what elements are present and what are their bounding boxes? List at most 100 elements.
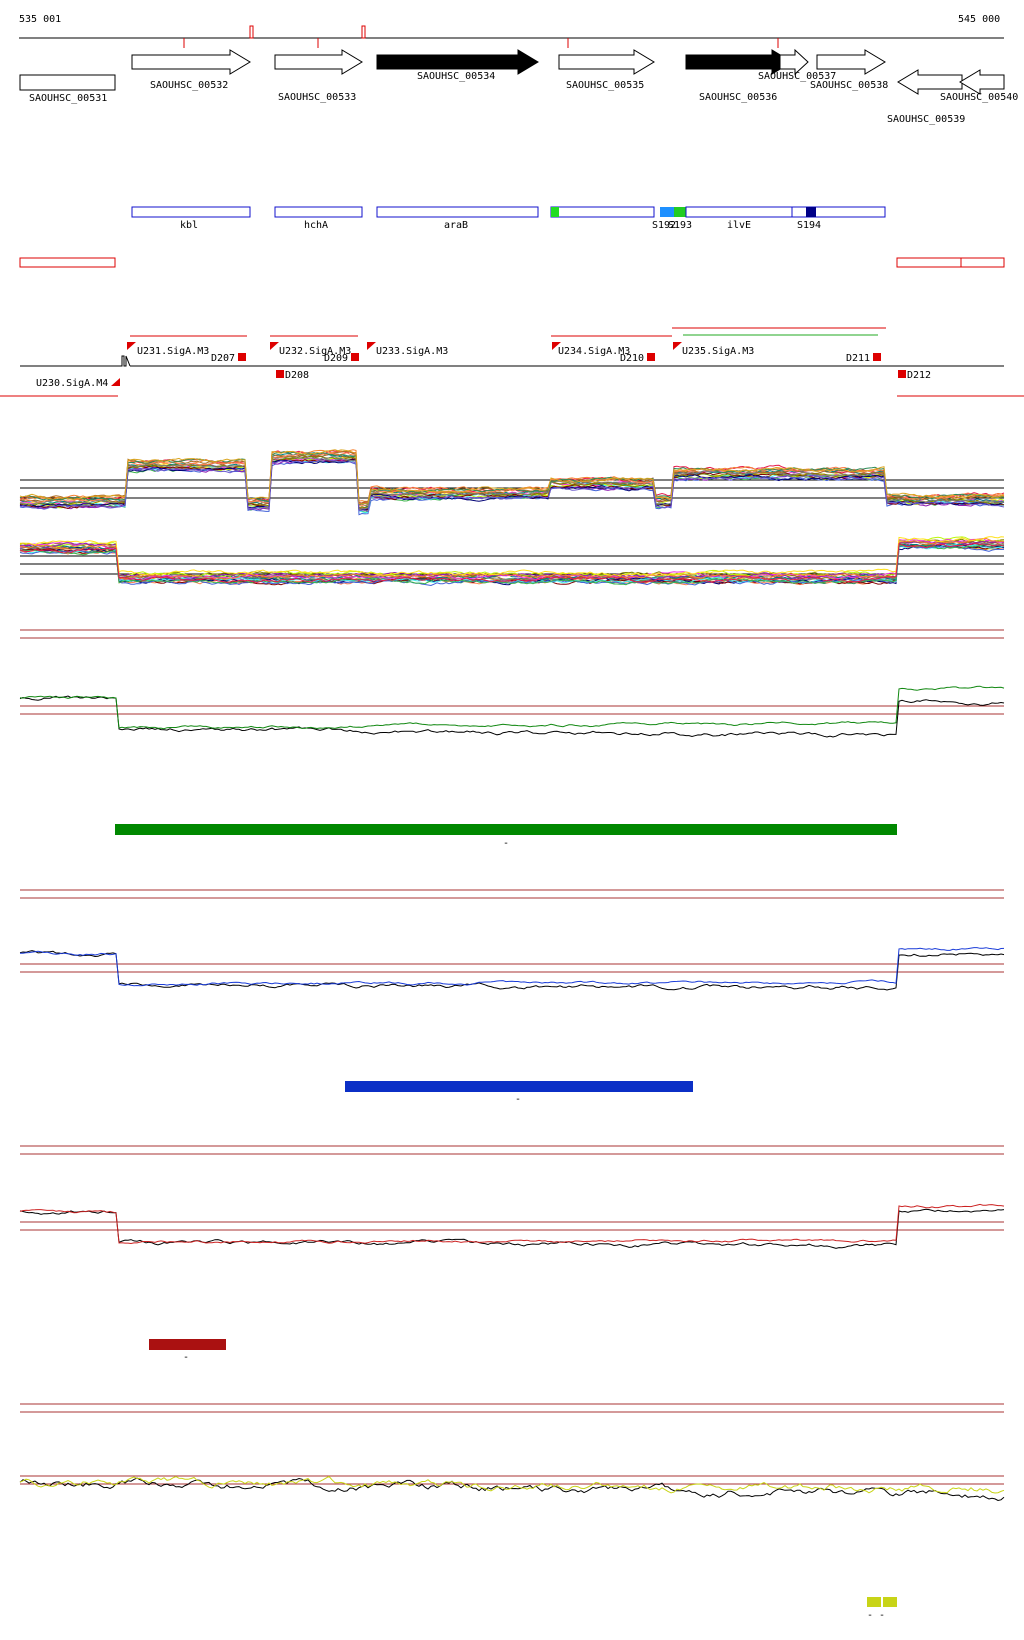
- profile-line: [19, 452, 1005, 507]
- condition-bar-yellow[interactable]: [867, 1597, 881, 1607]
- promoter-flag: [367, 342, 376, 350]
- profile-line: [19, 542, 1005, 584]
- downshift-label: D212: [907, 370, 931, 381]
- promoter-label: U233.SigA.M3: [376, 346, 448, 357]
- red-feature-box[interactable]: [960, 257, 1005, 268]
- gene-label: SAOUHSC_00539: [887, 114, 965, 125]
- condition-bar-green[interactable]: [115, 824, 897, 835]
- gene-arrow[interactable]: [131, 49, 251, 75]
- downshift-label: D211: [846, 353, 870, 364]
- coord-start: 535 001: [19, 14, 61, 25]
- profile-line: [19, 1203, 1005, 1245]
- condition-bar-yellow[interactable]: [883, 1597, 897, 1607]
- annotation-box[interactable]: [131, 206, 251, 218]
- profile-line: [19, 459, 1005, 513]
- profile-line: [19, 537, 1005, 580]
- profile-line: [19, 695, 1005, 738]
- promoter-track: U230.SigA.M4 U231.SigA.M3 U232.SigA.M3 U…: [0, 327, 1024, 397]
- condition-bar-blue[interactable]: [345, 1081, 693, 1092]
- gene-label: SAOUHSC_00536: [699, 92, 777, 103]
- profile-line: [19, 1477, 1005, 1502]
- coordinate-ruler: 535 001 545 000: [19, 14, 1004, 48]
- segment-marker: [674, 207, 688, 217]
- red-feature-box[interactable]: [896, 257, 962, 268]
- promoter-label: U235.SigA.M3: [682, 346, 754, 357]
- downshift-marker: [238, 353, 246, 361]
- profile-line: [19, 685, 1005, 730]
- profile-line: [19, 453, 1005, 510]
- gene-label: SAOUHSC_00537: [758, 71, 836, 82]
- downshift-label: D209: [324, 353, 348, 364]
- promoter-label: U230.SigA.M4: [36, 378, 108, 389]
- condition-bar-label: -: [515, 1094, 521, 1105]
- annotation-box[interactable]: [791, 206, 886, 218]
- annotation-track: kbl hchA araB S192 S193 ilvE S194: [131, 206, 886, 231]
- coord-end: 545 000: [958, 14, 1000, 25]
- downshift-marker: [898, 370, 906, 378]
- downshift-label: D207: [211, 353, 235, 364]
- gene-name-label: hchA: [304, 220, 328, 231]
- gene-label: SAOUHSC_00531: [29, 93, 107, 104]
- promoter-flag: [552, 342, 561, 350]
- gene-label: SAOUHSC_00535: [566, 80, 644, 91]
- annotation-box[interactable]: [685, 206, 793, 218]
- gene-label: SAOUHSC_00534: [417, 71, 495, 82]
- segment-marker: [660, 207, 674, 217]
- annotation-box[interactable]: [550, 206, 655, 218]
- segment-marker: [551, 207, 559, 217]
- gene-box[interactable]: [19, 74, 116, 91]
- expression-profiles: [19, 449, 1005, 1502]
- profile-line: [19, 947, 1005, 987]
- segment-label: S193: [668, 220, 692, 231]
- gene-arrow[interactable]: [779, 48, 809, 76]
- gene-arrow-reverse[interactable]: [897, 69, 963, 95]
- promoter-label: U231.SigA.M3: [137, 346, 209, 357]
- downshift-label: D208: [285, 370, 309, 381]
- red-feature-box[interactable]: [19, 257, 116, 268]
- gene-arrow[interactable]: [376, 49, 539, 75]
- gene-name-label: araB: [444, 220, 468, 231]
- profile-line: [19, 1208, 1005, 1249]
- promoter-flag: [111, 378, 120, 386]
- annotation-box[interactable]: [274, 206, 363, 218]
- profile-line: [19, 544, 1005, 586]
- gene-label: SAOUHSC_00538: [810, 80, 888, 91]
- profile-line: [19, 459, 1005, 511]
- profile-line: [19, 543, 1005, 584]
- gene-name-label: ilvE: [727, 220, 751, 231]
- downshift-marker: [351, 353, 359, 361]
- gene-arrow[interactable]: [816, 49, 886, 75]
- gene-label: SAOUHSC_00533: [278, 92, 356, 103]
- segment-label: S192: [652, 220, 676, 231]
- ruler-marker: [361, 25, 366, 39]
- profile-line: [19, 455, 1005, 510]
- condition-bar-label: -: [183, 1352, 189, 1363]
- gene-name-label: kbl: [180, 220, 198, 231]
- downshift-marker: [276, 370, 284, 378]
- gene-arrow-reverse[interactable]: [959, 69, 1005, 95]
- downshift-marker: [647, 353, 655, 361]
- profile-line: [19, 1475, 1005, 1494]
- gene-label: SAOUHSC_00540: [940, 92, 1018, 103]
- gene-track: SAOUHSC_00531 SAOUHSC_00532 SAOUHSC_0053…: [19, 48, 1018, 125]
- downshift-label: D210: [620, 353, 644, 364]
- gene-arrow[interactable]: [274, 49, 363, 75]
- segment-marker: [806, 207, 816, 217]
- promoter-label: U232.SigA.M3: [279, 346, 351, 357]
- downshift-marker: [873, 353, 881, 361]
- promoter-flag: [673, 342, 682, 350]
- condition-bar-label: - -: [867, 1610, 885, 1621]
- promoter-label: U234.SigA.M3: [558, 346, 630, 357]
- condition-bar-red[interactable]: [149, 1339, 226, 1350]
- profile-line: [19, 950, 1005, 991]
- gene-label: SAOUHSC_00532: [150, 80, 228, 91]
- profile-line: [19, 536, 1005, 576]
- segment-label: S194: [797, 220, 821, 231]
- gene-arrow[interactable]: [558, 49, 655, 75]
- profile-line: [19, 449, 1005, 505]
- annotation-box[interactable]: [376, 206, 539, 218]
- condition-bars: - - - - -: [115, 824, 897, 1621]
- promoter-flag: [270, 342, 279, 350]
- condition-bar-label: -: [503, 838, 509, 849]
